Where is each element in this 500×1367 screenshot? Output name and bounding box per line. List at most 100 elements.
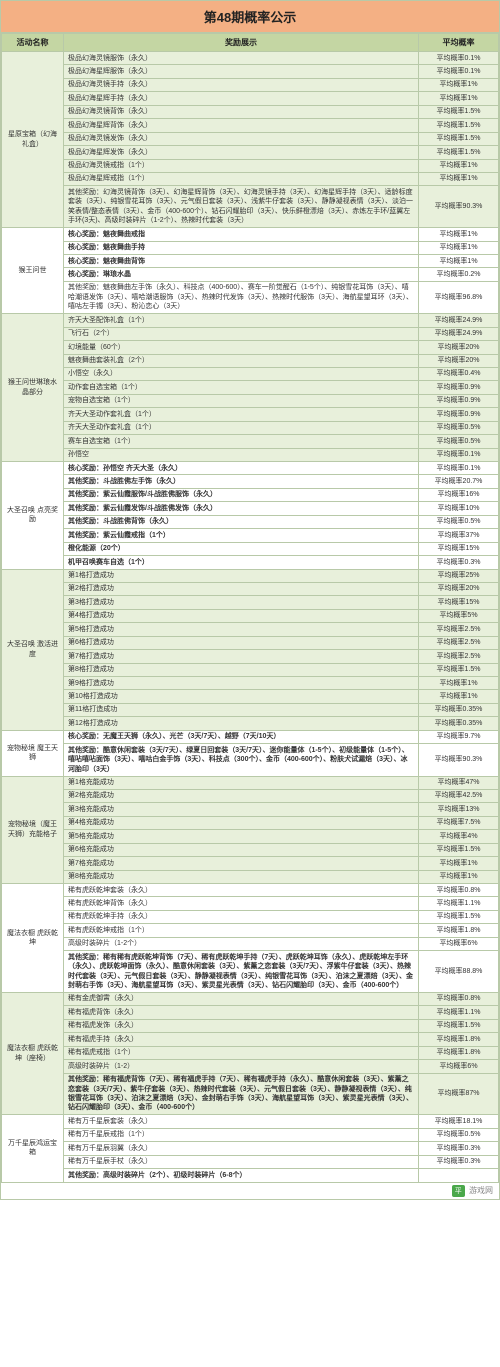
rate-text: 平均概率1.5% <box>419 910 499 923</box>
rate-text: 平均概率42.5% <box>419 789 499 802</box>
reward-text: 赛车自选宝箱（1个） <box>64 435 419 448</box>
rate-text: 平均概率0.3% <box>419 1142 499 1155</box>
table-row: 极品幻海灵镜发饰（永久）平均概率1.5% <box>2 132 499 145</box>
table-row: 万千星辰鸿运宝箱稀有万千星辰套装（永久）平均概率18.1% <box>2 1115 499 1128</box>
rate-text: 平均概率0.5% <box>419 515 499 528</box>
table-row: 稀有虎跃乾坤戒指（1个）平均概率1.8% <box>2 924 499 937</box>
group: 猴王问世核心奖励：魅夜舞曲戒指平均概率1%核心奖励：魅夜舞曲手持平均概率1%核心… <box>2 228 499 314</box>
rate-text: 平均概率2.5% <box>419 636 499 649</box>
reward-text: 稀有虎跃乾坤手持（永久） <box>64 910 419 923</box>
reward-text: 第8格充能成功 <box>64 870 419 883</box>
table-row: 稀有万千星辰手杖（永久）平均概率0.3% <box>2 1155 499 1168</box>
reward-text: 第5格充能成功 <box>64 830 419 843</box>
reward-text: 第3格打造成功 <box>64 596 419 609</box>
table-row: 极品幻海星辉手持（永久）平均概率1% <box>2 92 499 105</box>
table-row: 飞行石（2个）平均概率24.9% <box>2 327 499 340</box>
table-row: 孙悟空平均概率0.1% <box>2 448 499 461</box>
table-row: 机甲召唤赛车自选（1个）平均概率0.3% <box>2 556 499 569</box>
footer-text: 游戏网 <box>469 1186 493 1195</box>
rate-text: 平均概率0.5% <box>419 435 499 448</box>
group: 魔法衣橱 虎跃乾坤稀有虎跃乾坤套装（永久）平均概率0.8%稀有虎跃乾坤背饰（永久… <box>2 884 499 993</box>
table-row: 其他奖励：斗战胜佛左手饰（永久）平均概率20.7% <box>2 475 499 488</box>
rate-text: 平均概率1% <box>419 241 499 254</box>
reward-text: 稀有虎跃乾坤戒指（1个） <box>64 924 419 937</box>
table-row: 其他奖励：斗战胜佛背饰（永久）平均概率0.5% <box>2 515 499 528</box>
rate-text: 平均概率6% <box>419 1060 499 1073</box>
rate-text: 平均概率1.5% <box>419 105 499 118</box>
reward-text: 第9格打造成功 <box>64 677 419 690</box>
table-row: 其他奖励：高级时装碎片（2个）、初级时装碎片（6-8个） <box>2 1169 499 1182</box>
rate-text: 平均概率47% <box>419 776 499 789</box>
rate-text: 平均概率37% <box>419 529 499 542</box>
rate-text: 平均概率20% <box>419 341 499 354</box>
table-row: 其他奖励：紫云仙霞服饰/斗战胜佛服饰（永久）平均概率16% <box>2 488 499 501</box>
rate-text: 平均概率20% <box>419 582 499 595</box>
table-row: 其他奖励：幻海灵镜背饰（3天）、幻海星辉背饰（3天）、幻海灵镜手持（3天）、幻海… <box>2 186 499 228</box>
reward-text: 稀有金虎御霄（永久） <box>64 992 419 1005</box>
table-row: 第9格打造成功平均概率1% <box>2 677 499 690</box>
rate-text: 平均概率6% <box>419 937 499 950</box>
reward-text: 第2格充能成功 <box>64 789 419 802</box>
table-row: 宠物秘境 魔王天狮核心奖励：无魔王天狮（永久）、光芒（3天/7天）、越野（7天/… <box>2 730 499 743</box>
reward-text: 稀有虎跃乾坤套装（永久） <box>64 884 419 897</box>
reward-text: 其他奖励：紫云仙霞发饰/斗战胜佛发饰（永久） <box>64 502 419 515</box>
table-row: 宠物自选宝箱（1个）平均概率0.9% <box>2 394 499 407</box>
reward-text: 其他奖励：高级时装碎片（2个）、初级时装碎片（6-8个） <box>64 1169 419 1182</box>
rate-text: 平均概率7.5% <box>419 816 499 829</box>
table-row: 第6格打造成功平均概率2.5% <box>2 636 499 649</box>
table-row: 赛车自选宝箱（1个）平均概率0.5% <box>2 435 499 448</box>
table-row: 魔法衣橱 虎跃乾坤稀有虎跃乾坤套装（永久）平均概率0.8% <box>2 884 499 897</box>
activity-name: 星原宝箱（幻海礼盒） <box>2 52 64 228</box>
reward-text: 齐天大圣配饰礼盒（1个） <box>64 314 419 327</box>
reward-text: 极品幻海灵镜戒指（1个） <box>64 159 419 172</box>
reward-text: 小悟空（永久） <box>64 367 419 380</box>
reward-text: 其他奖励：紫云仙霞服饰/斗战胜佛服饰（永久） <box>64 488 419 501</box>
reward-text: 孙悟空 <box>64 448 419 461</box>
reward-text: 第1格打造成功 <box>64 569 419 582</box>
reward-text: 齐天大圣动作套礼盒（1个） <box>64 421 419 434</box>
table-row: 其他奖励：紫云仙霞戒指（1个）平均概率37% <box>2 529 499 542</box>
rate-text: 平均概率0.8% <box>419 992 499 1005</box>
activity-name: 魔法衣橱 虎跃乾坤 <box>2 884 64 993</box>
reward-text: 稀有万千星辰戒指（1个） <box>64 1128 419 1141</box>
table-row: 小悟空（永久）平均概率0.4% <box>2 367 499 380</box>
rate-table: 活动名称 奖励展示 平均概率 星原宝箱（幻海礼盒）极品幻海灵镜服饰（永久）平均概… <box>1 33 499 1183</box>
rate-text: 平均概率5% <box>419 609 499 622</box>
group: 魔法衣橱 虎跃乾坤（座椅）稀有金虎御霄（永久）平均概率0.8%稀有福虎背饰（永久… <box>2 992 499 1114</box>
rate-text: 平均概率96.8% <box>419 281 499 313</box>
reward-text: 第4格打造成功 <box>64 609 419 622</box>
reward-text: 稀有福虎发饰（永久） <box>64 1019 419 1032</box>
group: 大圣召唤 点亮奖励核心奖励：孙悟空 齐天大圣（永久）平均概率0.1%其他奖励：斗… <box>2 462 499 570</box>
rate-text: 平均概率1% <box>419 78 499 91</box>
table-row: 极品幻海灵镜戒指（1个）平均概率1% <box>2 159 499 172</box>
reward-text: 高级时装碎片（1-2） <box>64 1060 419 1073</box>
table-row: 齐天大圣动作套礼盒（1个）平均概率0.5% <box>2 421 499 434</box>
rate-text: 平均概率1.5% <box>419 119 499 132</box>
rate-text: 平均概率1% <box>419 870 499 883</box>
table-row: 高级时装碎片（1-2）平均概率6% <box>2 1060 499 1073</box>
reward-text: 稀有万千星辰手杖（永久） <box>64 1155 419 1168</box>
reward-text: 第5格打造成功 <box>64 623 419 636</box>
reward-text: 其他奖励：稀有福虎背饰（7天）、稀有福虎手持（7天）、稀有福虎手持（永久）、酷意… <box>64 1073 419 1115</box>
table-row: 魔法衣橱 虎跃乾坤（座椅）稀有金虎御霄（永久）平均概率0.8% <box>2 992 499 1005</box>
reward-text: 稀有虎跃乾坤背饰（永久） <box>64 897 419 910</box>
rate-text: 平均概率0.35% <box>419 717 499 730</box>
table-row: 第8格充能成功平均概率1% <box>2 870 499 883</box>
reward-text: 稀有福虎手持（永久） <box>64 1033 419 1046</box>
table-row: 星原宝箱（幻海礼盒）极品幻海灵镜服饰（永久）平均概率0.1% <box>2 52 499 65</box>
reward-text: 第7格打造成功 <box>64 650 419 663</box>
table-row: 幻境能量（60个）平均概率20% <box>2 341 499 354</box>
group: 大圣召唤 激活进度第1格打造成功平均概率25%第2格打造成功平均概率20%第3格… <box>2 569 499 730</box>
table-row: 第4格充能成功平均概率7.5% <box>2 816 499 829</box>
reward-text: 第12格打造成功 <box>64 717 419 730</box>
reward-text: 魅夜舞曲套装礼盒（2个） <box>64 354 419 367</box>
reward-text: 第11格打造成功 <box>64 703 419 716</box>
rate-text: 平均概率0.5% <box>419 421 499 434</box>
reward-text: 极品幻海灵镜背饰（永久） <box>64 105 419 118</box>
rate-text: 平均概率1% <box>419 228 499 241</box>
col-reward: 奖励展示 <box>64 34 419 52</box>
rate-text: 平均概率0.8% <box>419 884 499 897</box>
table-row: 极品幻海星辉戒指（1个）平均概率1% <box>2 172 499 185</box>
rate-text: 平均概率18.1% <box>419 1115 499 1128</box>
reward-text: 高级时装碎片（1-2个） <box>64 937 419 950</box>
